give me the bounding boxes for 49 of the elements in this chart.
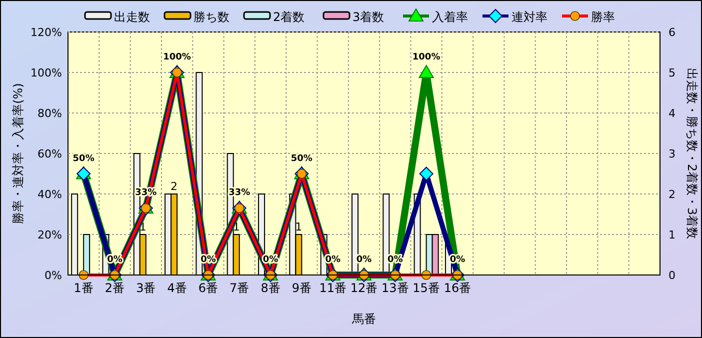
y-tick-label: 20% <box>38 228 62 242</box>
y-axis-title: 勝率・連対率・入着率(%) <box>11 83 25 224</box>
y2-tick-label: 2 <box>668 188 676 201</box>
x-tick-label: 3番 <box>136 281 156 295</box>
y-tick-label: 40% <box>38 188 62 201</box>
data-label: 50% <box>290 154 312 164</box>
x-tick-label: 15番 <box>412 281 440 295</box>
data-label: 50% <box>72 154 94 164</box>
legend-label: 連対率 <box>512 10 548 24</box>
y-tick-label: 120% <box>30 26 62 39</box>
legend-label: 出走数 <box>114 10 150 24</box>
x-tick-label: 16番 <box>444 281 472 295</box>
x-tick-label: 7番 <box>230 281 250 295</box>
legend-label: 入着率 <box>432 10 468 24</box>
y2-tick-label: 6 <box>668 26 676 39</box>
legend-label: 2着数 <box>273 10 305 24</box>
data-label: 1 <box>295 220 302 234</box>
x-tick-label: 11番 <box>319 281 346 295</box>
data-label: 0% <box>200 255 216 265</box>
legend-label: 勝率 <box>591 10 615 24</box>
data-label: 0% <box>450 255 466 265</box>
x-tick-label: 4番 <box>167 281 187 295</box>
data-label: 0% <box>262 255 278 265</box>
y2-tick-label: 3 <box>668 148 676 160</box>
y2-axis-title: 出走数・勝ち数・2着数・3着数 <box>685 68 699 240</box>
x-tick-label: 2番 <box>104 281 125 295</box>
y2-tick-label: 5 <box>668 66 676 80</box>
y2-tick-label: 0 <box>668 269 676 282</box>
x-tick-label: 12番 <box>350 281 378 295</box>
data-label: 0% <box>107 255 122 265</box>
x-tick-label: 1番 <box>74 281 94 295</box>
y-tick-label: 60% <box>38 148 62 160</box>
legend-label: 3着数 <box>352 10 384 24</box>
x-tick-label: 13番 <box>382 281 409 295</box>
legend-label: 勝ち数 <box>194 10 230 24</box>
y-tick-label: 100% <box>30 66 62 80</box>
y2-tick-label: 4 <box>668 107 676 120</box>
point <box>418 65 434 78</box>
data-label: 2 <box>170 180 178 193</box>
y2-tick-label: 1 <box>668 228 676 242</box>
x-tick-label: 8番 <box>260 281 280 295</box>
y-tick-label: 80% <box>38 107 62 120</box>
data-label: 100% <box>163 52 191 62</box>
point <box>419 166 434 181</box>
x-tick-label: 6番 <box>198 281 218 295</box>
x-axis-title: 馬番 <box>351 312 376 326</box>
y-tick-label: 0% <box>44 269 62 282</box>
data-label: 100% <box>412 52 440 62</box>
x-tick-label: 9番 <box>292 281 312 295</box>
